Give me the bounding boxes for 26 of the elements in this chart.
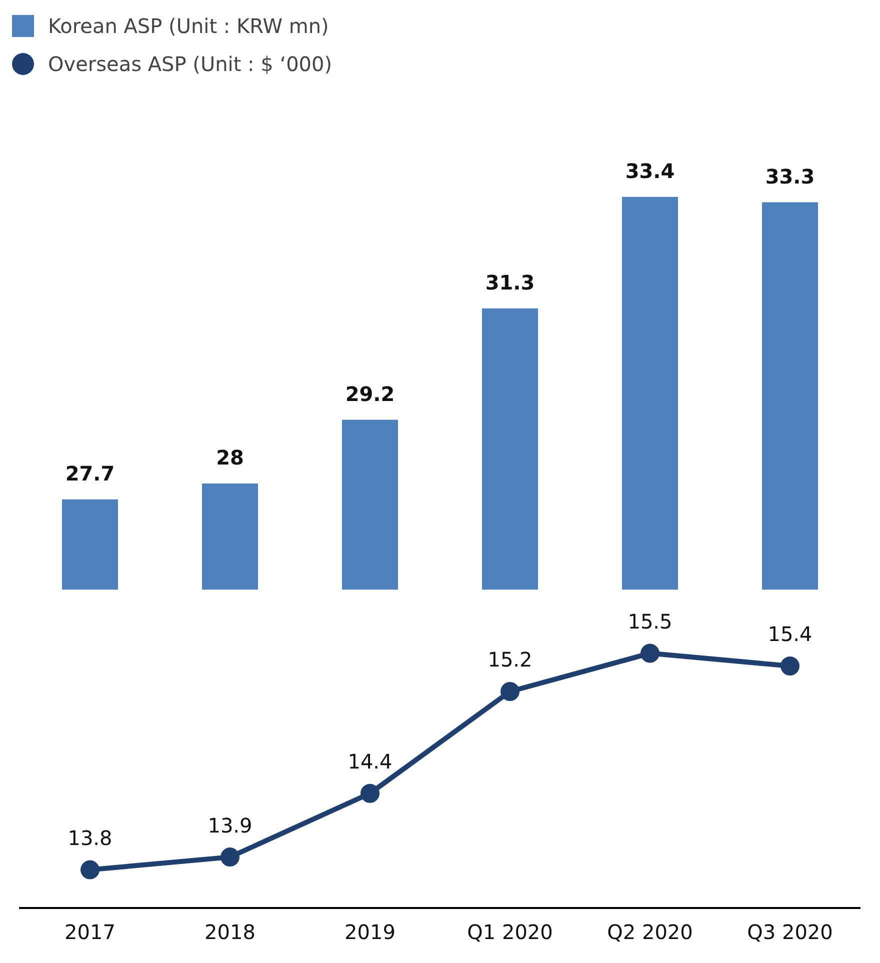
x-tick-label: Q2 2020 [607, 920, 693, 944]
legend-label: Overseas ASP (Unit : $ ‘000) [48, 52, 332, 76]
data-label: 27.7 [65, 462, 115, 486]
point [220, 848, 240, 867]
point [780, 656, 800, 676]
data-label: 31.3 [485, 270, 535, 295]
point [80, 860, 100, 880]
data-label: 13.8 [68, 826, 112, 850]
point [640, 644, 660, 663]
x-tick-label: Q1 2020 [467, 920, 553, 944]
x-tick-label: 2019 [344, 920, 396, 944]
x-tick-label: 2017 [64, 920, 116, 944]
point [360, 784, 380, 803]
data-label: 15.4 [768, 622, 812, 646]
legend-label: Korean ASP (Unit : KRW mn) [48, 14, 329, 38]
x-tick-label: Q3 2020 [747, 920, 833, 944]
data-label: 33.3 [765, 164, 815, 188]
data-label: 15.5 [628, 609, 672, 634]
data-label: 14.4 [348, 750, 392, 774]
data-label: 33.4 [625, 159, 675, 184]
x-tick-label: 2018 [204, 920, 256, 944]
data-label: 28 [216, 446, 244, 470]
data-label: 29.2 [345, 382, 395, 406]
data-label: 13.9 [208, 813, 252, 838]
point [500, 682, 520, 701]
data-label: 15.2 [488, 648, 532, 672]
